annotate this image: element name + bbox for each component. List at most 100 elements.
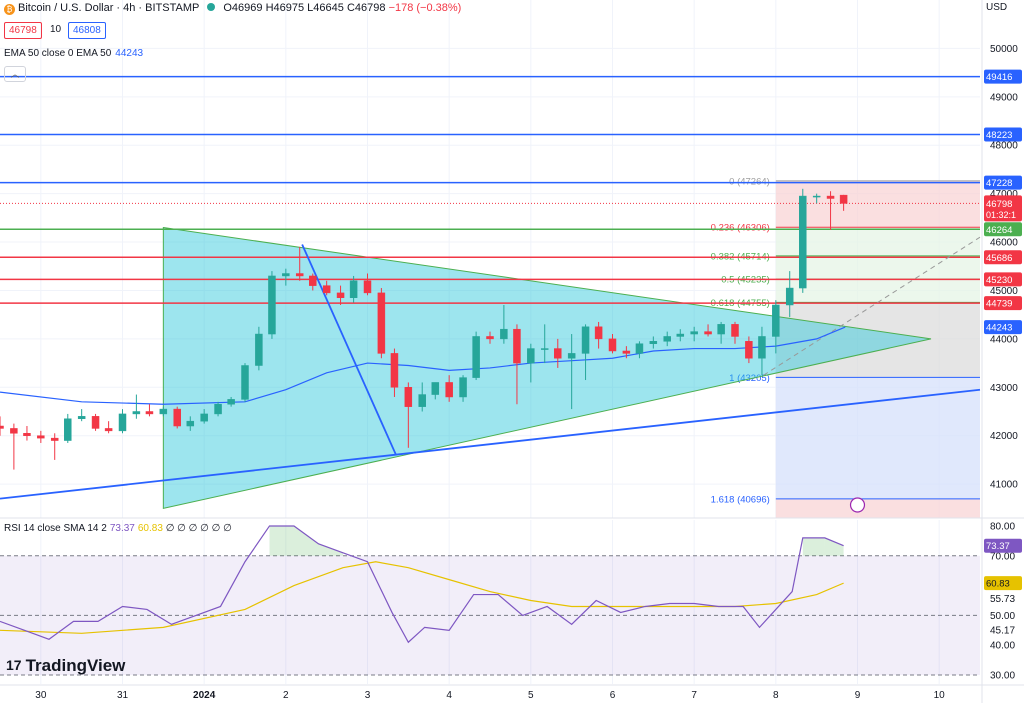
price-tick-label: 48000 — [990, 141, 1018, 152]
price-tick-label: 43000 — [990, 383, 1018, 394]
candle-body — [132, 411, 141, 415]
candle-body — [663, 336, 671, 342]
candle-body — [227, 399, 235, 405]
candle-body — [309, 275, 317, 286]
candle-body — [64, 418, 72, 441]
price-tick-label: 50000 — [990, 44, 1018, 55]
market-status-icon — [207, 3, 216, 11]
symbol-title-text: Bitcoin / U.S. Dollar · 4h · BITSTAMP — [18, 2, 200, 14]
price-level-tag-label: 49416 — [986, 72, 1012, 83]
candle-body — [527, 348, 535, 364]
candle-body — [200, 413, 208, 422]
price-tick-label: 47000 — [990, 189, 1018, 200]
candle-body — [459, 377, 467, 398]
fib-zone — [775, 180, 980, 228]
collapse-legend-icon[interactable]: ︿ — [4, 66, 26, 82]
price-level-tag-label: 44739 — [986, 299, 1012, 310]
candle-body — [214, 403, 222, 415]
rsi-tick-label: 70.00 — [990, 551, 1015, 562]
candle-body — [704, 331, 712, 335]
rsi-tick-label: 30.00 — [990, 671, 1015, 682]
price-tick-label: 46000 — [990, 238, 1018, 249]
candle-body — [377, 292, 386, 354]
price-level-tag-label: 46264 — [986, 225, 1012, 236]
spread-value: 10 — [50, 24, 62, 35]
candle-body — [540, 348, 549, 350]
candle-body — [826, 195, 835, 199]
ema-legend[interactable]: EMA 50 close 0 EMA 50 44243 — [4, 48, 143, 59]
candle-body — [839, 194, 848, 204]
time-tick-label: 31 — [117, 690, 129, 701]
tradingview-logo-text: TradingView — [25, 656, 126, 675]
countdown-label: 01:32:1 — [986, 210, 1016, 220]
time-tick-label: 4 — [446, 690, 452, 701]
close-value: C46798 — [346, 2, 386, 14]
time-tick-label: 10 — [934, 690, 946, 701]
candle-body — [649, 341, 658, 344]
buy-price-button[interactable]: 46808 — [68, 22, 106, 39]
price-tick-label: 41000 — [990, 480, 1018, 491]
ema-value: 44243 — [115, 48, 144, 59]
rsi-line — [0, 525, 844, 644]
fib-zone — [775, 255, 980, 280]
candle-body — [23, 433, 31, 436]
candle-body — [91, 416, 100, 429]
ema-price-tag — [984, 320, 1022, 335]
rsi-legend[interactable]: RSI 14 close SMA 14 2 73.37 60.83 ∅ ∅ ∅ ∅ … — [4, 523, 232, 534]
ohlc-readout: O46969 H46975 L46645 C46798 −178 (−0.38%… — [223, 2, 461, 14]
candle-body — [567, 353, 576, 359]
sell-price-button[interactable]: 46798 — [4, 22, 42, 39]
rsi-overbought-fill — [824, 537, 844, 556]
candle-body — [812, 195, 821, 198]
rsi-tick-label: 45.17 — [990, 625, 1015, 636]
currency-label: USD — [986, 2, 1008, 13]
time-tick-label: 2024 — [193, 690, 216, 701]
price-level-tag-label: 47228 — [986, 178, 1012, 189]
candle-body — [635, 343, 644, 354]
ema-label: EMA 50 close 0 EMA 50 — [4, 48, 112, 59]
time-tick-label: 8 — [773, 690, 779, 701]
rsi-value: 73.37 — [109, 523, 135, 534]
candle-body — [295, 273, 304, 277]
candle-body — [431, 382, 440, 395]
rsi-overbought-fill — [802, 537, 825, 556]
candle-body — [104, 428, 113, 432]
time-tick-label: 5 — [528, 690, 534, 701]
candle-body — [758, 336, 766, 359]
time-tick-label: 6 — [610, 690, 616, 701]
price-tick-label: 42000 — [990, 431, 1018, 442]
candle-body — [717, 324, 725, 335]
trendline — [763, 236, 981, 376]
tradingview-logo[interactable]: 17 TradingView — [6, 656, 125, 676]
time-tick-label: 2 — [283, 690, 289, 701]
candle-body — [690, 331, 698, 335]
candle-body — [282, 273, 290, 277]
price-level-tag-label: 45686 — [986, 253, 1012, 264]
fib-level-label: 1 (43205) — [729, 373, 770, 384]
rsi-overbought-fill — [294, 525, 319, 556]
candle-body — [241, 365, 249, 400]
rsi-value-tag — [984, 576, 1022, 591]
candle-body — [445, 382, 453, 398]
symbol-title[interactable]: ₿ Bitcoin / U.S. Dollar · 4h · BITSTAMP O4… — [4, 2, 461, 15]
candle-body — [363, 280, 372, 294]
price-level-tag-label: 45230 — [986, 275, 1012, 286]
rsi-value-tag-label: 60.83 — [986, 579, 1010, 590]
price-level-tag — [984, 69, 1022, 84]
candle-body — [50, 437, 59, 441]
candle-body — [0, 425, 4, 429]
price-level-tag — [984, 127, 1022, 142]
candle-body — [390, 353, 399, 388]
price-tick-label: 44000 — [990, 334, 1018, 345]
candle-body — [554, 348, 562, 359]
candle-body — [500, 328, 508, 340]
time-tick-label: 7 — [691, 690, 697, 701]
rsi-sma-line — [0, 561, 844, 634]
trendline — [0, 388, 981, 500]
rsi-value-tag-label: 73.37 — [986, 541, 1010, 552]
fib-level-label: 1.618 (40696) — [711, 494, 770, 505]
rsi-tick-label: 50.00 — [990, 611, 1015, 622]
fib-level-label: 0.5 (45235) — [721, 275, 770, 286]
candle-body — [37, 435, 45, 439]
